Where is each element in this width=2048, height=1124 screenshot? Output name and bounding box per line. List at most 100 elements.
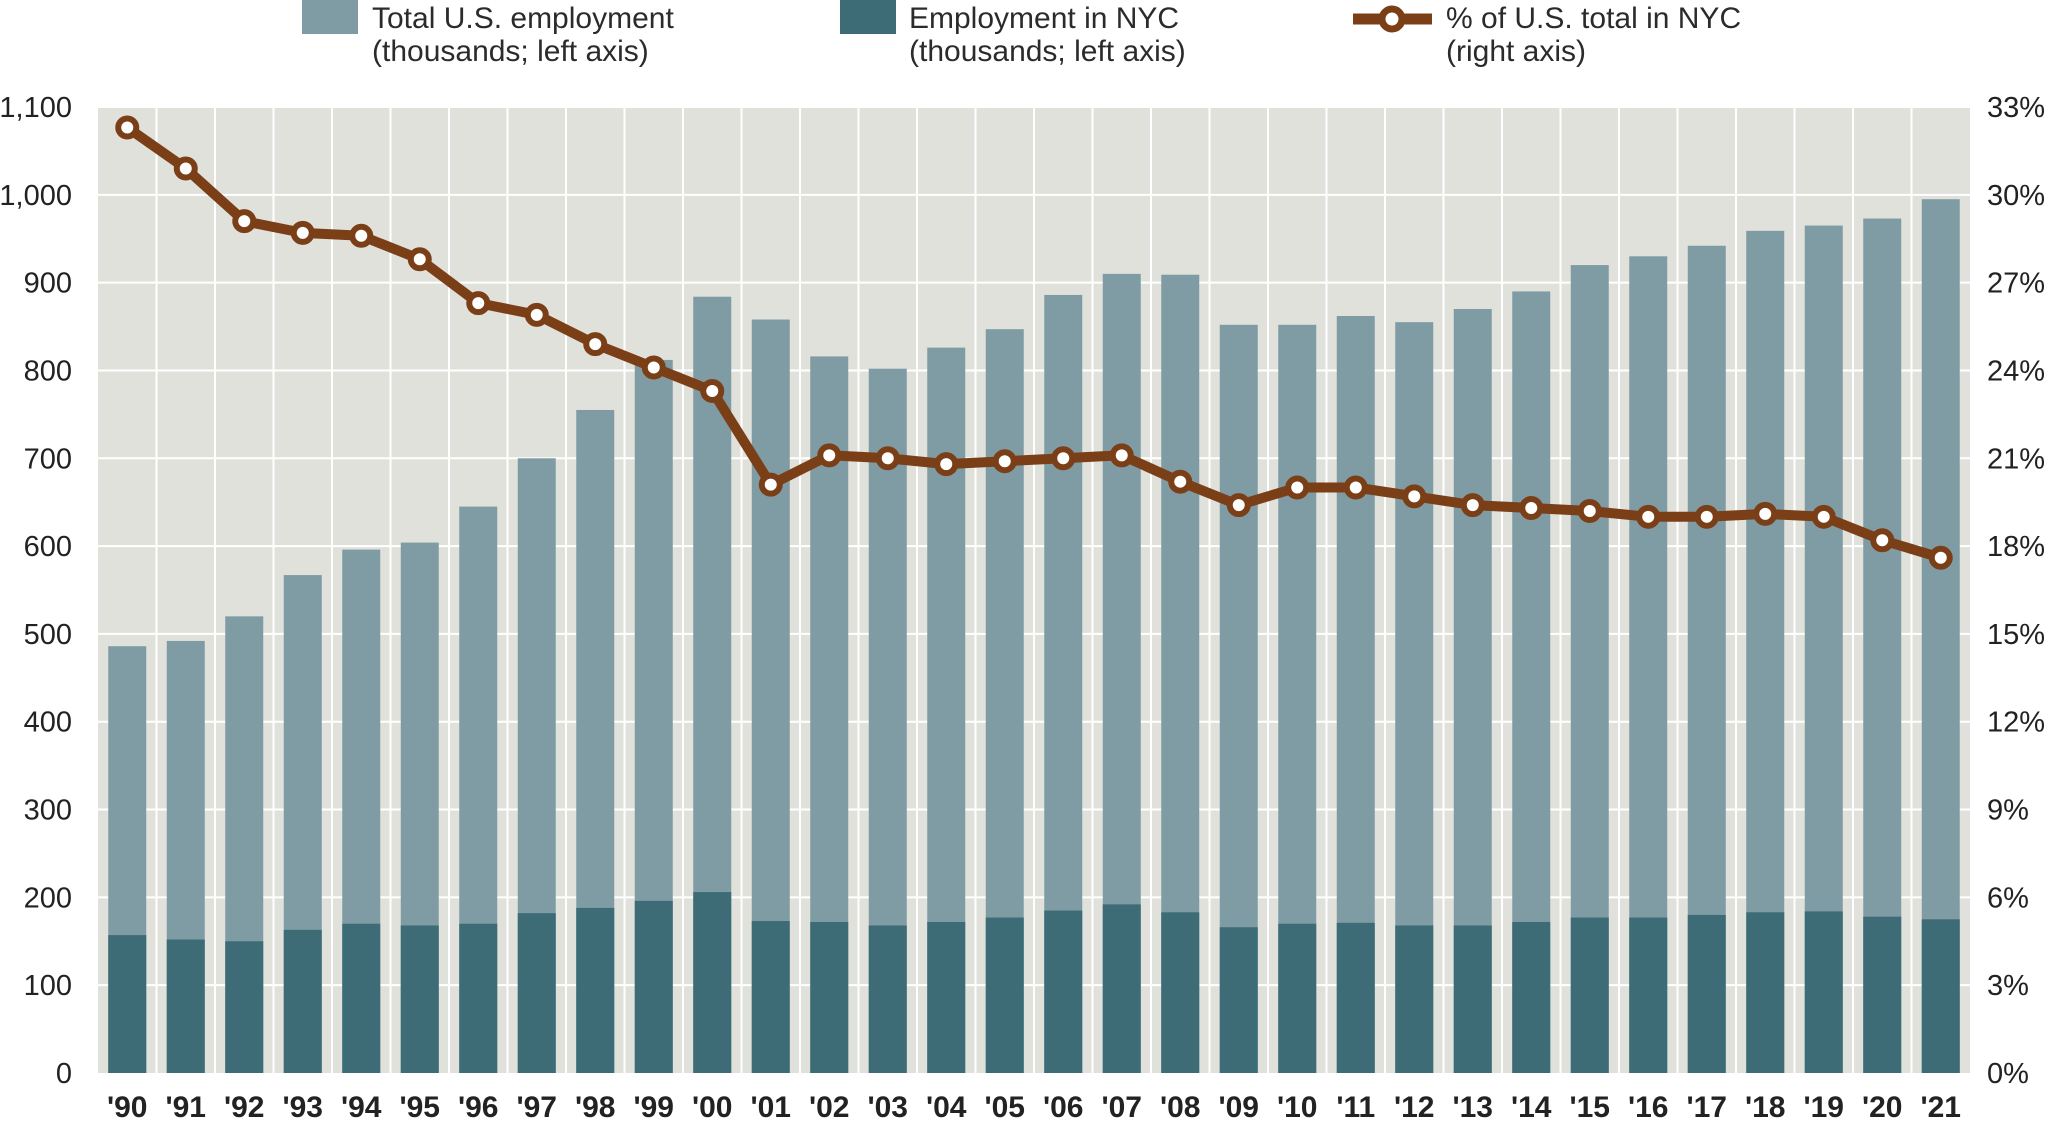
bar-nyc-31 <box>1921 919 1960 1073</box>
marker-pct-22 <box>1402 484 1427 509</box>
legend-nyc-line1: Employment in NYC <box>909 2 1179 35</box>
marker-pct-29 <box>1811 504 1836 529</box>
marker-pct-31 <box>1928 545 1953 570</box>
bar-nyc-9 <box>634 900 673 1073</box>
bar-nyc-1 <box>166 939 205 1073</box>
xtick-label: '19 <box>1803 1091 1844 1124</box>
ytick-right-label: 33% <box>1987 92 2045 124</box>
xtick-label: '13 <box>1452 1091 1493 1124</box>
bar-nyc-16 <box>1044 910 1083 1073</box>
ytick-left-label: 400 <box>24 707 72 739</box>
legend-pct-line1: % of U.S. total in NYC <box>1446 2 1741 35</box>
bar-nyc-8 <box>576 907 615 1073</box>
marker-pct-14 <box>934 452 959 477</box>
xtick-label: '08 <box>1160 1091 1201 1124</box>
xtick-label: '05 <box>984 1091 1025 1124</box>
xtick-label: '10 <box>1277 1091 1318 1124</box>
bar-nyc-4 <box>342 923 381 1073</box>
ytick-left-label: 700 <box>24 443 72 475</box>
xtick-label: '01 <box>750 1091 791 1124</box>
marker-pct-18 <box>1168 469 1193 494</box>
legend-total-line1: Total U.S. employment <box>372 2 674 35</box>
xtick-label: '92 <box>224 1091 265 1124</box>
legend-total-line2: (thousands; left axis) <box>372 35 649 68</box>
bar-nyc-21 <box>1336 922 1375 1073</box>
marker-pct-5 <box>407 247 432 272</box>
bar-nyc-6 <box>459 923 498 1073</box>
bar-nyc-5 <box>400 925 439 1073</box>
marker-pct-8 <box>583 332 608 357</box>
plot-area: 0 100 200 300 400 500 600 700 800 900 1,000 1,100 0%… <box>0 92 2045 1124</box>
legend-swatch-nyc <box>840 0 896 34</box>
xtick-label: '04 <box>926 1091 967 1124</box>
marker-pct-15 <box>992 449 1017 474</box>
marker-pct-27 <box>1694 504 1719 529</box>
ytick-right-label: 3% <box>1987 970 2029 1002</box>
marker-pct-2 <box>232 209 257 234</box>
marker-pct-19 <box>1226 493 1251 518</box>
xtick-label: '15 <box>1569 1091 1610 1124</box>
marker-pct-3 <box>290 220 315 245</box>
bar-nyc-30 <box>1863 916 1902 1073</box>
ytick-left-label: 300 <box>24 795 72 827</box>
xtick-label: '20 <box>1862 1091 1903 1124</box>
bar-nyc-26 <box>1629 917 1668 1073</box>
xtick-label: '95 <box>399 1091 440 1124</box>
xtick-label: '90 <box>107 1091 148 1124</box>
marker-pct-26 <box>1636 504 1661 529</box>
xtick-label: '02 <box>809 1091 850 1124</box>
ytick-right-label: 18% <box>1987 531 2045 563</box>
xtick-label: '21 <box>1920 1091 1961 1124</box>
xtick-label: '96 <box>458 1091 499 1124</box>
marker-pct-1 <box>173 156 198 181</box>
xtick-label: '14 <box>1511 1091 1552 1124</box>
legend: Total U.S. employment (thousands; left a… <box>302 0 1741 68</box>
ytick-right-label: 24% <box>1987 355 2045 387</box>
marker-pct-20 <box>1285 475 1310 500</box>
marker-pct-13 <box>875 446 900 471</box>
marker-pct-12 <box>817 443 842 468</box>
xtick-label: '11 <box>1336 1091 1375 1124</box>
bar-nyc-29 <box>1804 911 1843 1073</box>
ytick-right-label: 6% <box>1987 882 2029 914</box>
legend-swatch-marker <box>1378 5 1406 33</box>
xtick-label: '12 <box>1394 1091 1435 1124</box>
marker-pct-24 <box>1519 496 1544 521</box>
ytick-left-label: 0 <box>56 1058 72 1090</box>
bar-nyc-10 <box>693 892 732 1073</box>
bar-nyc-3 <box>283 929 322 1073</box>
bar-nyc-27 <box>1687 914 1726 1073</box>
xtick-label: '98 <box>575 1091 616 1124</box>
bar-nyc-13 <box>868 925 907 1073</box>
bar-nyc-15 <box>985 917 1024 1073</box>
marker-pct-23 <box>1460 493 1485 518</box>
legend-swatch-total <box>302 0 358 34</box>
bar-nyc-23 <box>1453 925 1492 1073</box>
bar-nyc-24 <box>1512 921 1551 1073</box>
bar-nyc-20 <box>1278 923 1317 1073</box>
ytick-left-label: 600 <box>24 531 72 563</box>
ytick-left-label: 500 <box>24 619 72 651</box>
xtick-label: '94 <box>341 1091 382 1124</box>
legend-nyc-line2: (thousands; left axis) <box>909 35 1186 68</box>
bar-nyc-0 <box>108 935 147 1073</box>
bar-nyc-28 <box>1746 912 1785 1073</box>
ytick-right-label: 30% <box>1987 180 2045 212</box>
xtick-label: '97 <box>516 1091 557 1124</box>
xtick-label: '07 <box>1101 1091 1142 1124</box>
bar-nyc-7 <box>517 913 556 1073</box>
bar-nyc-18 <box>1161 912 1200 1073</box>
bar-nyc-14 <box>927 921 966 1073</box>
marker-pct-21 <box>1343 475 1368 500</box>
bar-nyc-17 <box>1102 904 1141 1073</box>
xtick-label: '93 <box>282 1091 323 1124</box>
xtick-label: '99 <box>633 1091 674 1124</box>
marker-pct-25 <box>1577 498 1602 523</box>
bar-nyc-12 <box>810 921 849 1073</box>
xtick-label: '03 <box>867 1091 908 1124</box>
ytick-left-label: 1,100 <box>0 92 72 124</box>
xtick-label: '91 <box>165 1091 206 1124</box>
xtick-label: '18 <box>1745 1091 1786 1124</box>
